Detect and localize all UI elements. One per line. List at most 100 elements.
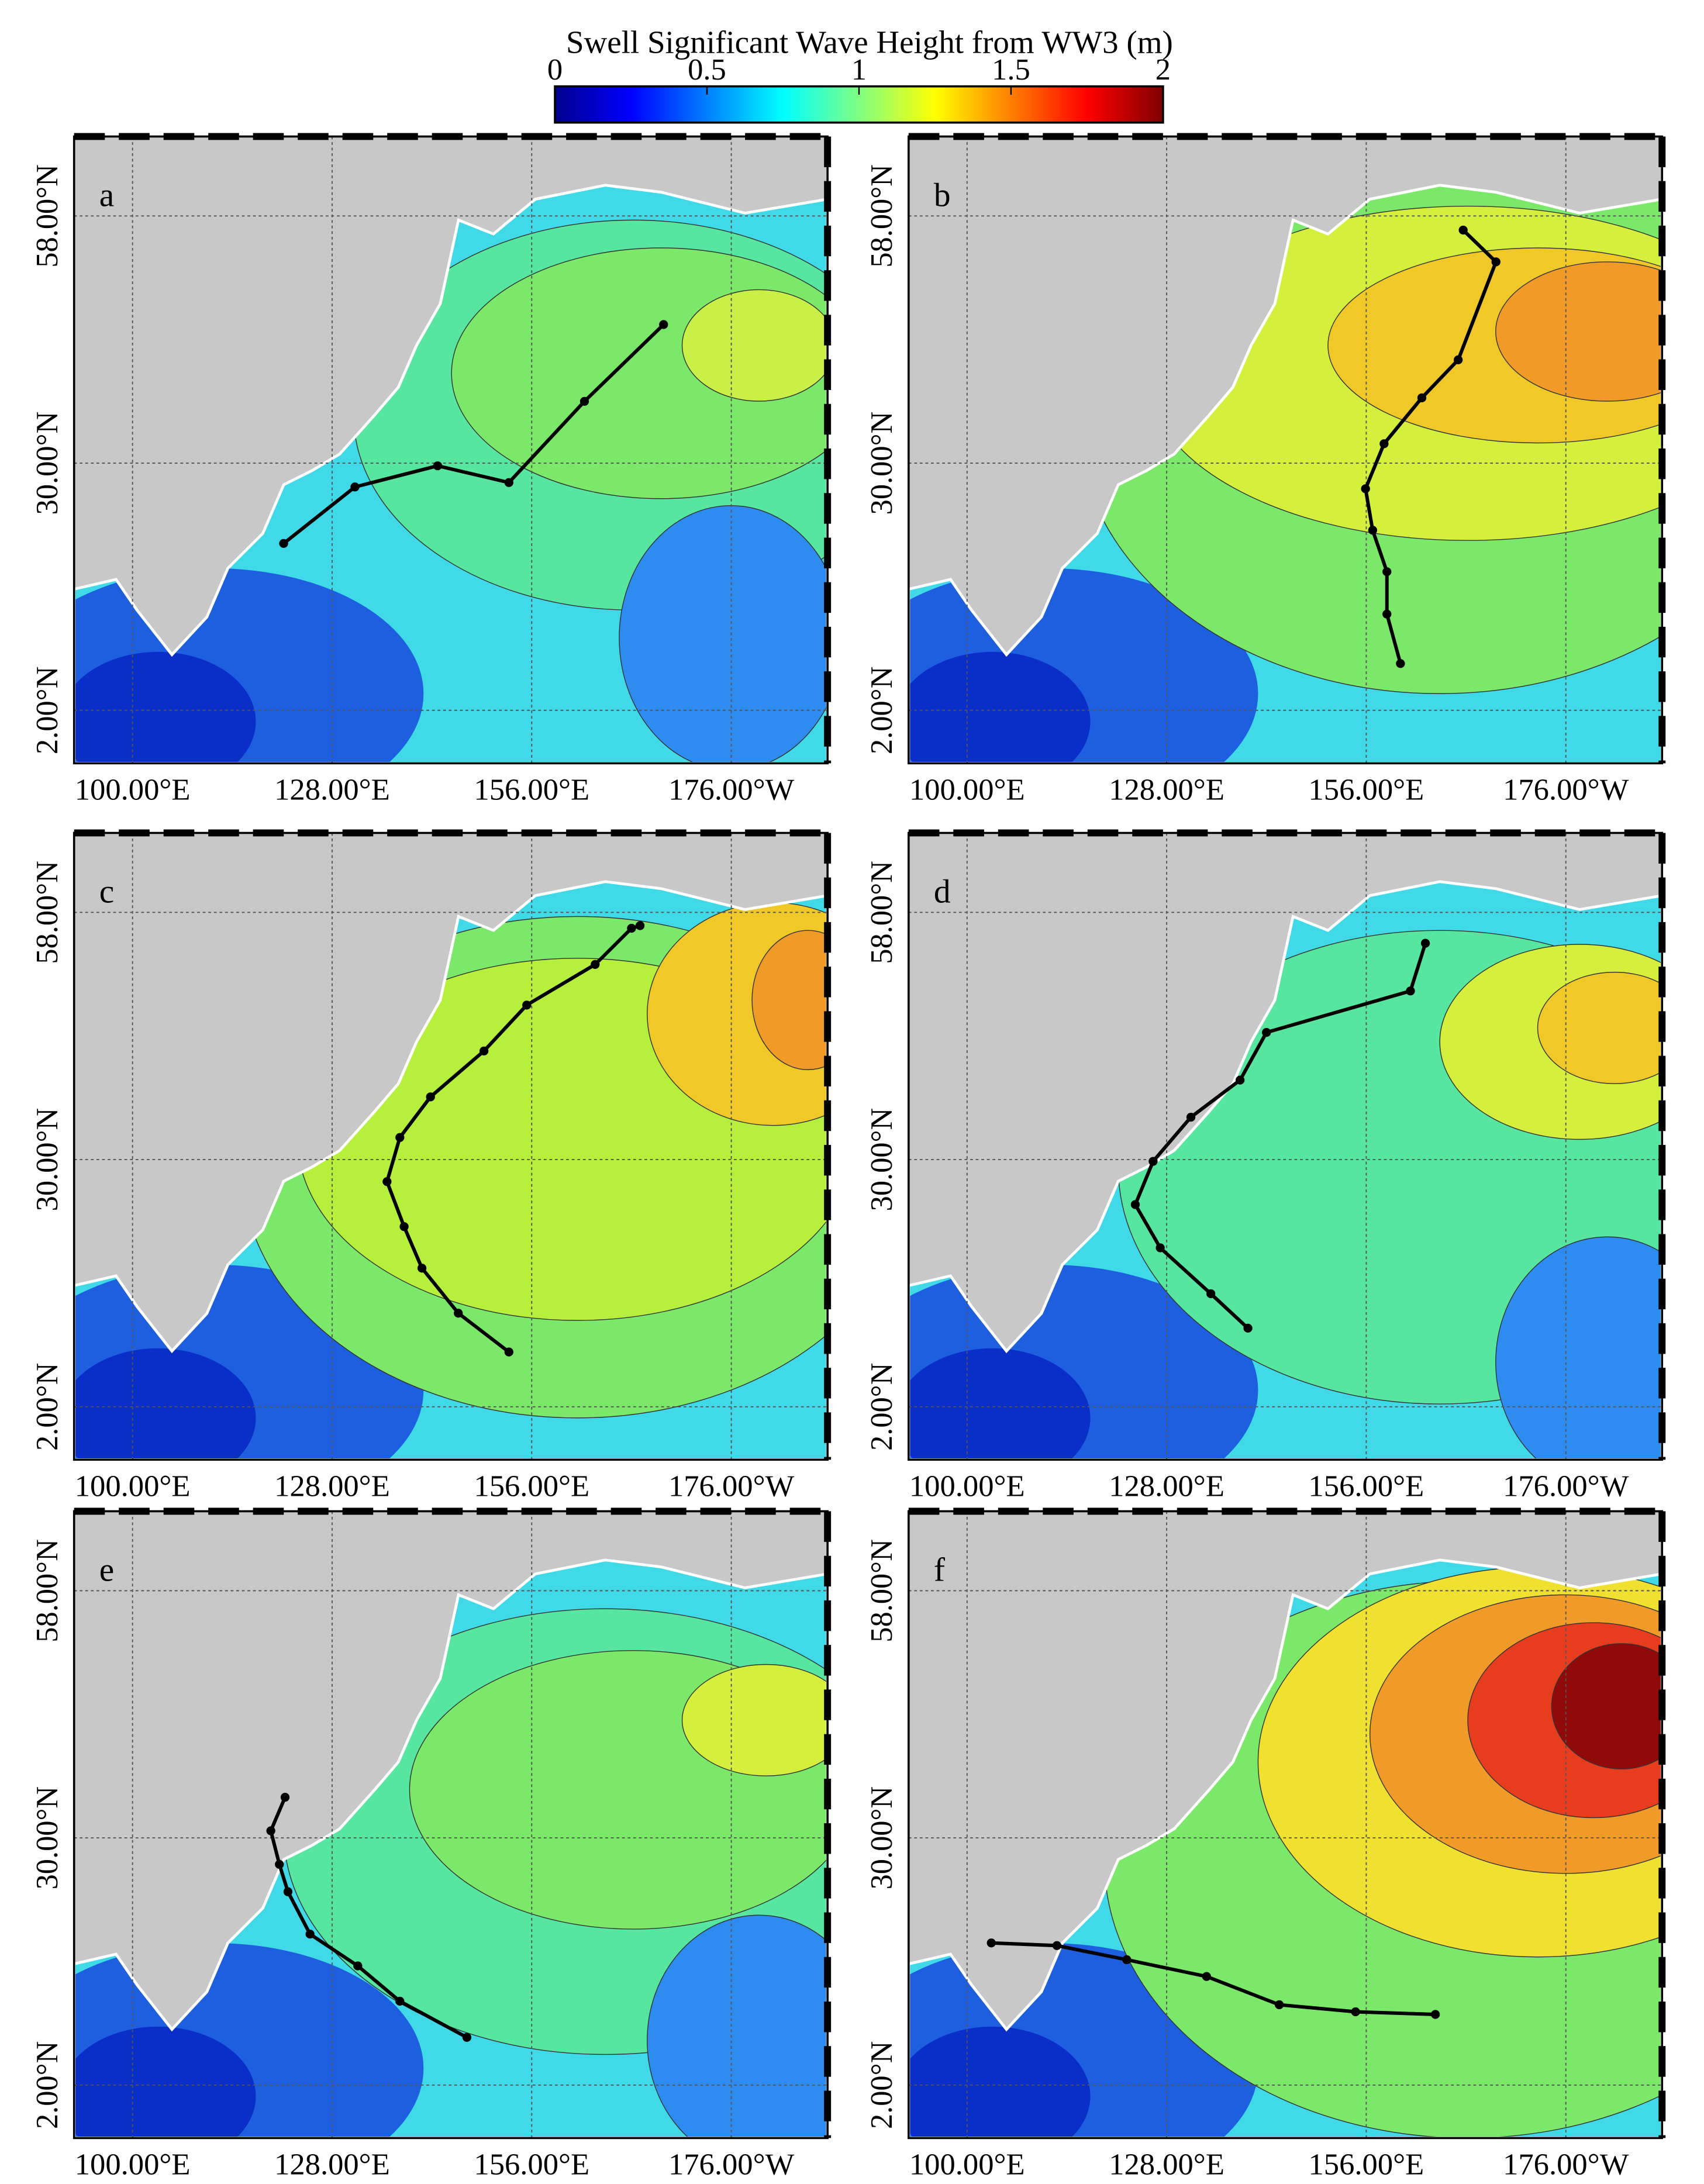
track-point <box>279 539 288 548</box>
lon-tick-label: 156.00°E <box>1309 1469 1424 1503</box>
panel-label: e <box>99 1552 114 1589</box>
coastline <box>73 1558 829 2140</box>
track-point <box>1406 986 1415 996</box>
map-panel: e <box>73 1507 832 2140</box>
track-point <box>986 1938 996 1948</box>
track-point <box>280 1793 290 1802</box>
field-low <box>74 2026 256 2138</box>
coastline <box>907 880 1664 1461</box>
wave-field <box>74 1559 828 2138</box>
track-point <box>454 1309 463 1318</box>
lon-tick-label: 128.00°E <box>274 2147 390 2181</box>
track-point <box>635 921 645 930</box>
track-point <box>417 1264 427 1273</box>
lat-tick-label: 58.00°N <box>865 164 899 268</box>
lon-tick-label: 100.00°E <box>75 772 191 806</box>
storm-track <box>385 924 641 1354</box>
field-contour <box>681 289 828 402</box>
coastline <box>907 184 1664 765</box>
lon-tick-label: 100.00°E <box>909 772 1025 806</box>
track-point <box>627 923 636 933</box>
field-contour <box>647 1914 828 2138</box>
track-point <box>580 396 589 406</box>
lon-tick-label: 128.00°E <box>274 1469 390 1503</box>
track-point <box>479 1046 489 1055</box>
figure-title: Swell Significant Wave Height from WW3 (… <box>566 25 1173 60</box>
lon-tick-label: 156.00°E <box>474 1469 589 1503</box>
track-point <box>353 1961 363 1971</box>
track-point <box>1361 484 1370 494</box>
track-point <box>283 1887 293 1896</box>
lat-tick-label: 2.00°N <box>865 1363 899 1451</box>
track-point <box>1430 2010 1440 2019</box>
track-point <box>522 1000 532 1010</box>
lat-tick-label: 58.00°N <box>865 1539 899 1643</box>
track-point <box>1155 1243 1165 1253</box>
lon-tick-label: 176.00°W <box>668 1469 795 1503</box>
field-contour <box>1551 1643 1662 1769</box>
lat-tick-label: 30.00°N <box>865 1108 899 1212</box>
field-low <box>74 1348 256 1460</box>
panel-label: d <box>934 874 951 910</box>
lon-tick-label: 176.00°W <box>1503 772 1629 806</box>
track-point <box>1235 1075 1245 1085</box>
lon-tick-label: 176.00°W <box>668 772 795 806</box>
lon-tick-label: 100.00°E <box>75 1469 191 1503</box>
panel-label: f <box>934 1552 946 1589</box>
track-point <box>266 1826 275 1835</box>
lon-tick-label: 176.00°W <box>668 2147 795 2181</box>
field-contour <box>751 930 828 1071</box>
lat-tick-label: 2.00°N <box>865 667 899 754</box>
track-point <box>1382 609 1392 619</box>
track-point <box>1417 393 1427 402</box>
track-point <box>275 1859 284 1869</box>
track-point <box>1382 567 1392 577</box>
map-panel: d <box>907 829 1666 1461</box>
track-point <box>1420 939 1430 948</box>
lat-tick-label: 58.00°N <box>30 861 64 964</box>
field-low <box>908 1348 1091 1460</box>
track-point <box>1454 355 1463 365</box>
lat-tick-label: 58.00°N <box>30 1539 64 1643</box>
colorbar-tick-label: 0 <box>547 53 563 87</box>
lat-tick-label: 2.00°N <box>30 2041 64 2129</box>
coastline <box>907 1558 1664 2140</box>
lon-tick-label: 128.00°E <box>1109 772 1224 806</box>
track-point <box>1275 2000 1284 2010</box>
track-point <box>1262 1028 1271 1037</box>
colorbar-tick-label: 1.5 <box>992 53 1030 87</box>
lon-tick-label: 156.00°E <box>1309 772 1424 806</box>
field-low <box>74 651 256 764</box>
track-point <box>395 1996 405 2006</box>
field-low <box>908 651 1091 764</box>
lat-tick-label: 30.00°N <box>30 1786 64 1890</box>
lon-tick-label: 156.00°E <box>474 772 589 806</box>
track-point <box>1148 1157 1158 1166</box>
track-point <box>1186 1112 1196 1122</box>
lat-tick-label: 58.00°N <box>30 164 64 268</box>
coastline <box>73 880 829 1461</box>
lon-tick-label: 128.00°E <box>1109 2147 1224 2181</box>
map-panel: a <box>73 133 832 765</box>
map-panel: c <box>73 829 832 1461</box>
lon-tick-label: 176.00°W <box>1503 1469 1629 1503</box>
storm-track <box>1364 229 1498 664</box>
field-contour <box>1495 261 1662 402</box>
track-point <box>1368 526 1378 535</box>
panel-label: c <box>99 874 114 910</box>
colorbar-tick-label: 1 <box>851 53 867 87</box>
coastline <box>73 184 829 765</box>
storm-track <box>1133 943 1427 1330</box>
map-panel: b <box>907 133 1666 765</box>
colorbar-tick-label: 0.5 <box>688 53 726 87</box>
track-point <box>1458 225 1468 235</box>
track-point <box>1491 257 1501 267</box>
lon-tick-label: 128.00°E <box>274 772 390 806</box>
field-contour <box>1495 1236 1662 1460</box>
track-point <box>504 478 513 487</box>
panel-label: b <box>934 177 951 214</box>
track-point <box>1202 1972 1212 1981</box>
lat-tick-label: 2.00°N <box>30 1363 64 1451</box>
track-point <box>504 1347 513 1357</box>
